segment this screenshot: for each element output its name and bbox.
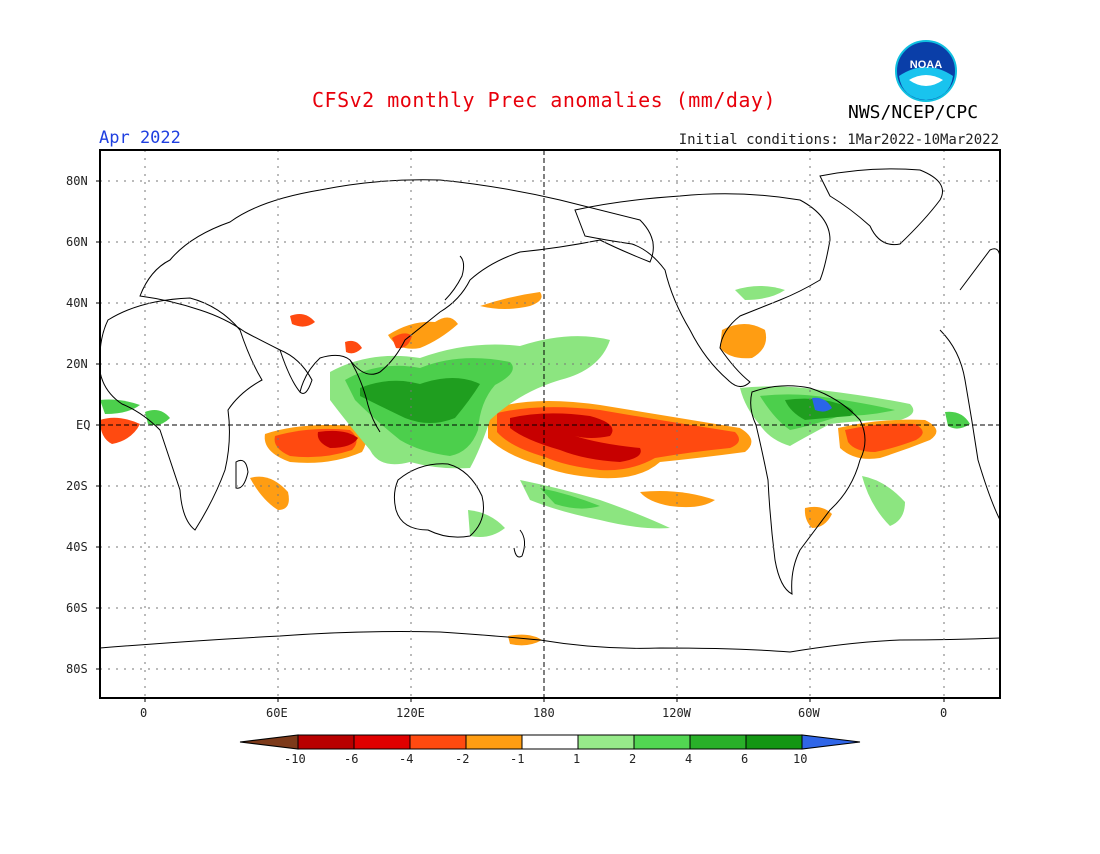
- legend-label: -4: [399, 752, 414, 766]
- anomaly-wet: [945, 411, 970, 429]
- anomaly-dry: [804, 506, 832, 528]
- colorbar-swatch: [577, 734, 635, 750]
- anomaly-dry: [510, 413, 641, 462]
- anomaly-dry: [345, 340, 362, 354]
- lat-label: 40S: [66, 540, 88, 554]
- lon-label: 60W: [798, 706, 820, 720]
- legend-label: 4: [685, 752, 693, 766]
- legend-label: -10: [284, 752, 306, 766]
- anomaly-field: [100, 286, 970, 646]
- anomaly-dry: [290, 314, 315, 327]
- colorbar-swatch: [297, 734, 355, 750]
- legend-label: -2: [455, 752, 470, 766]
- colorbar-swatch: [465, 734, 523, 750]
- anomaly-wet: [468, 510, 505, 537]
- colorbar: [239, 734, 861, 750]
- anomaly-wet: [145, 410, 170, 426]
- madagascar-outline: [235, 459, 249, 489]
- colorbar-arrow-right: [801, 734, 861, 750]
- initial-conditions: Initial conditions: 1Mar2022-10Mar2022: [678, 132, 999, 148]
- legend-label: -6: [344, 752, 359, 766]
- africa-west-copy: [939, 329, 1000, 521]
- lat-label: 80N: [66, 174, 88, 188]
- lon-label: 120W: [662, 706, 691, 720]
- eurasia-outline: [139, 179, 654, 394]
- legend-label: 10: [793, 752, 808, 766]
- legend-label: 2: [629, 752, 637, 766]
- agency-label: NWS/NCEP/CPC: [848, 102, 979, 123]
- ticks: [96, 180, 945, 702]
- lon-label: 180: [533, 706, 555, 720]
- logo-text: NOAA: [910, 59, 942, 71]
- north-america-outline: [574, 193, 831, 387]
- africa-outline: [100, 297, 263, 531]
- anomaly-dry: [480, 292, 542, 309]
- anomaly-wet: [862, 476, 905, 526]
- lat-label: 80S: [66, 662, 88, 676]
- lat-label: EQ: [76, 418, 91, 432]
- colorbar-swatch: [521, 734, 579, 750]
- lon-label: 60E: [266, 706, 288, 720]
- india-outline: [279, 349, 313, 394]
- anomaly-dry: [640, 491, 715, 508]
- anomaly-wet: [735, 286, 785, 300]
- japan-outline: [444, 255, 465, 301]
- greenland-outline: [819, 168, 943, 246]
- anomaly-wet: [812, 397, 832, 412]
- europe-west: [959, 248, 1000, 291]
- coastlines: [100, 168, 1000, 653]
- anomaly-dry: [845, 423, 923, 452]
- colorbar-swatch: [409, 734, 467, 750]
- colorbar-swatch: [689, 734, 747, 750]
- lon-label: 0: [940, 706, 948, 720]
- antarctica-outline: [100, 631, 1000, 653]
- forecast-month: Apr 2022: [99, 128, 181, 148]
- anomaly-dry: [100, 417, 140, 444]
- map-frame: [99, 149, 1001, 699]
- legend-label: -1: [510, 752, 525, 766]
- lon-label: 120E: [396, 706, 425, 720]
- lat-label: 20S: [66, 479, 88, 493]
- colorbar-swatch: [353, 734, 411, 750]
- colorbar-swatch: [745, 734, 803, 750]
- lat-label: 60S: [66, 601, 88, 615]
- map-title: CFSv2 monthly Prec anomalies (mm/day): [312, 88, 777, 112]
- anomaly-wet: [100, 399, 140, 414]
- newzealand-outline: [513, 529, 526, 558]
- south-america-outline: [750, 385, 866, 595]
- anomaly-wet: [540, 488, 600, 509]
- anomaly-dry: [720, 324, 767, 359]
- graticule: [100, 150, 1000, 698]
- legend-label: 1: [573, 752, 581, 766]
- lat-label: 60N: [66, 235, 88, 249]
- lat-label: 40N: [66, 296, 88, 310]
- colorbar-arrow-left: [239, 734, 299, 750]
- colorbar-swatch: [633, 734, 691, 750]
- legend-label: 6: [741, 752, 749, 766]
- lat-label: 20N: [66, 357, 88, 371]
- reference-lines: [100, 150, 1000, 698]
- anomaly-dry: [250, 476, 289, 510]
- anomaly-dry: [392, 333, 412, 349]
- australia-outline: [393, 463, 484, 538]
- anomaly-wet: [360, 378, 480, 423]
- anomaly-dry: [317, 430, 358, 448]
- lon-label: 0: [140, 706, 148, 720]
- noaa-logo: NOAA: [895, 40, 957, 102]
